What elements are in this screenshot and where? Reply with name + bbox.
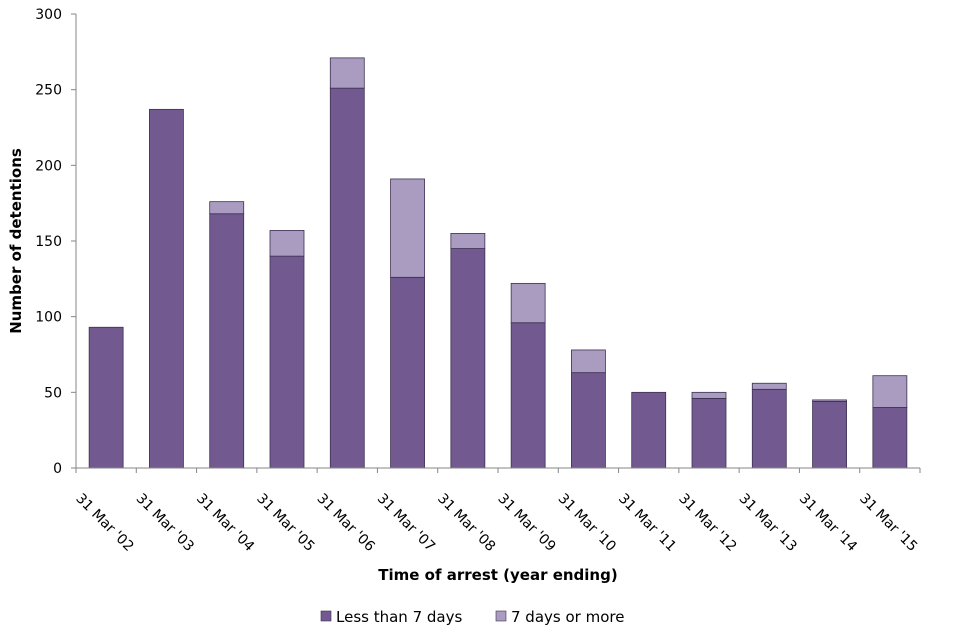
legend-label: Less than 7 days [336,608,462,626]
bar-less-than-7-days [571,372,606,469]
legend-label: 7 days or more [511,608,624,626]
bar-7-days-or-more [812,399,847,402]
x-tick-label: 31 Mar '02 [72,491,136,555]
bar-less-than-7-days [510,322,546,469]
plot-area [88,57,908,469]
bar-7-days-or-more [329,57,365,89]
x-tick-label: 31 Mar '03 [133,491,197,555]
y-tick-label: 0 [53,461,62,477]
bar-less-than-7-days [329,87,365,469]
x-tick-label: 31 Mar '13 [736,491,800,555]
bar-less-than-7-days [812,401,847,469]
x-tick-label: 31 Mar '12 [675,491,739,555]
y-axis-ticks: 0 50 100 150 200 250 300 [35,7,76,477]
bar-less-than-7-days [691,397,727,469]
x-tick-label: 31 Mar '08 [434,491,498,555]
bar-less-than-7-days [88,326,124,469]
x-tick-label: 31 Mar '10 [555,491,619,555]
x-tick-label: 31 Mar '06 [314,491,378,555]
x-axis-title: Time of arrest (year ending) [378,566,617,584]
bar-7-days-or-more [691,391,727,399]
x-tick-label: 31 Mar '15 [856,491,920,555]
bar-7-days-or-more [872,375,908,408]
bar-7-days-or-more [751,382,787,390]
legend: Less than 7 days 7 days or more [320,608,624,626]
y-tick-label: 150 [35,234,62,250]
bar-7-days-or-more [571,349,606,374]
bar-7-days-or-more [209,201,245,215]
bar-less-than-7-days [209,213,245,469]
x-tick-label: 31 Mar '11 [615,491,679,555]
x-tick-label: 31 Mar '07 [374,491,438,555]
legend-swatch [320,610,332,622]
bar-less-than-7-days [450,248,486,469]
legend-swatch [495,610,507,622]
x-tick-label: 31 Mar '14 [796,491,860,555]
bar-less-than-7-days [390,276,425,469]
bar-less-than-7-days [269,255,305,469]
bar-less-than-7-days [751,388,787,469]
bar-7-days-or-more [269,230,305,257]
y-tick-label: 200 [35,158,62,174]
y-axis-title: Number of detentions [7,148,25,334]
bar-7-days-or-more [390,178,425,278]
x-tick-label: 31 Mar '04 [193,491,257,555]
y-tick-label: 250 [35,83,62,99]
x-tick-label: 31 Mar '05 [253,491,317,555]
bar-less-than-7-days [631,391,667,469]
x-tick-label: 31 Mar '09 [494,491,558,555]
bar-less-than-7-days [872,407,908,469]
y-tick-label: 300 [35,7,62,23]
bar-less-than-7-days [149,108,184,469]
y-tick-label: 50 [44,385,62,401]
bar-7-days-or-more [510,282,546,324]
bar-7-days-or-more [450,233,486,249]
y-tick-label: 100 [35,310,62,326]
